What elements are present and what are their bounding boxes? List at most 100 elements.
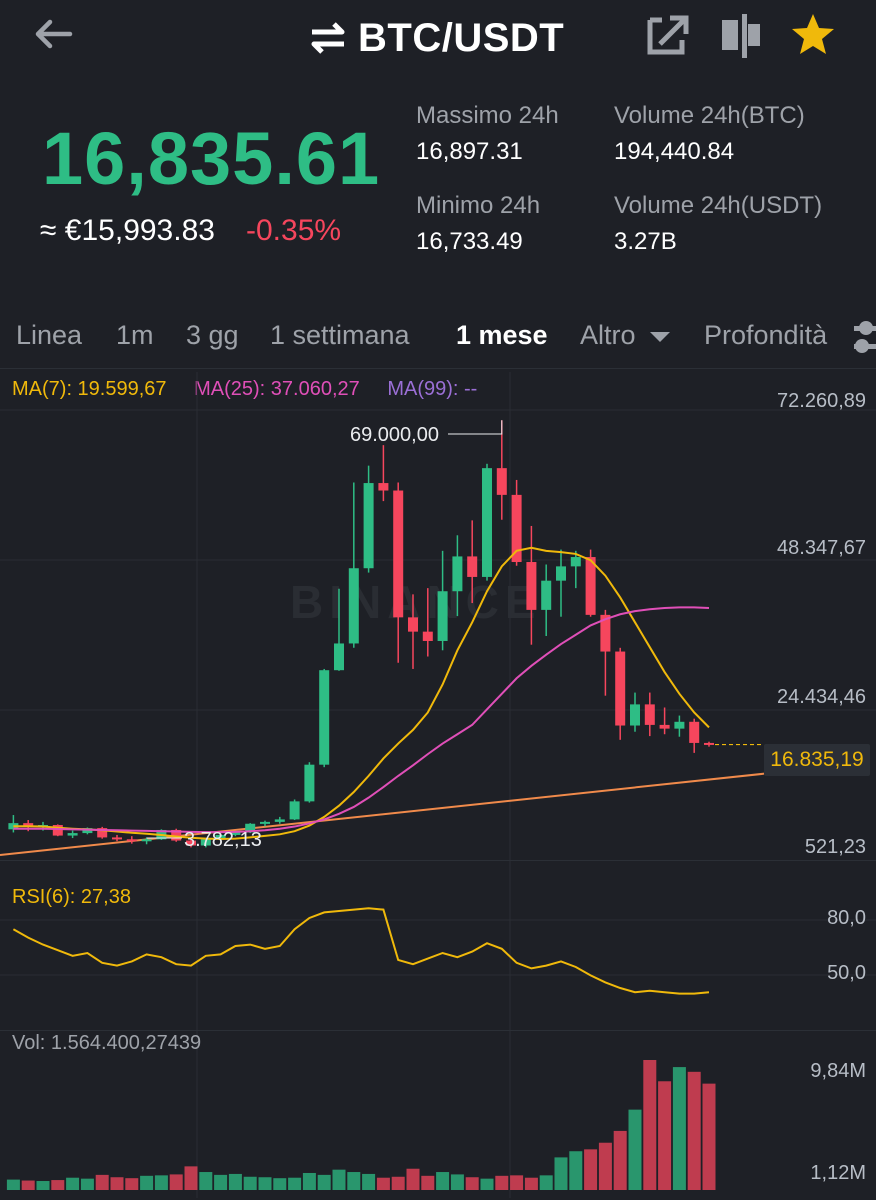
candle-body xyxy=(704,742,714,745)
candle-body xyxy=(511,494,522,563)
volume-bar xyxy=(36,1181,50,1190)
volume-bar xyxy=(584,1149,598,1190)
candle-body xyxy=(274,819,285,822)
volume-bar xyxy=(140,1175,154,1190)
candle-body xyxy=(659,724,670,729)
volume-bar xyxy=(613,1130,627,1190)
tab-3gg[interactable]: 3 gg xyxy=(186,320,239,350)
candle-body xyxy=(215,834,226,840)
ma-legend: MA(7): 19.599,67 MA(25): 37.060,27 MA(99… xyxy=(12,378,499,401)
tab-1m[interactable]: 1m xyxy=(116,320,154,350)
tab-altro-label: Altro xyxy=(580,320,636,350)
candle-body xyxy=(97,828,108,838)
volume-bar xyxy=(317,1174,331,1190)
candlestick-toggle-icon xyxy=(722,14,760,58)
pair-title: BTC/USDT xyxy=(358,15,565,60)
back-arrow-icon xyxy=(35,19,73,49)
candle-body xyxy=(230,832,241,835)
candle-body xyxy=(467,556,478,577)
fiat-price: ≈ €15,993.83 xyxy=(40,214,215,247)
volume-bar xyxy=(80,1178,94,1190)
volume-bar xyxy=(362,1173,376,1190)
candle-body xyxy=(393,490,404,618)
tabs-divider xyxy=(0,368,876,369)
volume-usdt-label: Volume 24h(USDT) xyxy=(614,192,823,219)
candle-body xyxy=(378,483,389,491)
candle-body xyxy=(600,614,611,652)
high-annotation: 69.000,00 xyxy=(350,424,439,446)
chart-style-button[interactable] xyxy=(716,10,766,60)
volume-bar xyxy=(524,1177,538,1190)
chevron-down-icon xyxy=(650,332,671,342)
candle-body xyxy=(245,823,256,833)
price-tick-1: 72.260,89 xyxy=(777,390,866,412)
candle-body xyxy=(304,764,315,802)
candle-body xyxy=(67,833,78,836)
candle-body xyxy=(186,840,196,846)
tab-1-mese[interactable]: 1 mese xyxy=(456,320,548,350)
candle-body xyxy=(496,468,507,495)
rsi-line xyxy=(12,907,710,995)
volume-bar xyxy=(658,1081,672,1190)
candle-body xyxy=(126,839,137,842)
price-tick-2: 48.347,67 xyxy=(777,537,866,559)
low-24h-label: Minimo 24h xyxy=(416,192,541,219)
candle-body xyxy=(289,801,300,820)
volume-bar xyxy=(406,1168,420,1190)
ma7-line xyxy=(13,546,710,840)
volume-bar xyxy=(21,1180,35,1190)
volume-bar xyxy=(199,1172,213,1190)
share-button[interactable] xyxy=(644,10,694,60)
volume-bar xyxy=(243,1176,257,1190)
volume-divider xyxy=(0,1030,876,1031)
last-price: 16,835.61 xyxy=(42,117,381,200)
price-tick-4: 521,23 xyxy=(804,836,866,858)
candle-body xyxy=(630,704,640,726)
candle-body xyxy=(674,721,685,729)
candle-body xyxy=(260,821,270,824)
candle-body xyxy=(452,556,463,592)
ma99-value: MA(99): -- xyxy=(387,378,478,400)
candle-body xyxy=(570,557,581,567)
volume-bar xyxy=(258,1177,272,1190)
price-tick-3: 24.434,46 xyxy=(777,686,866,708)
volume-bar xyxy=(302,1172,316,1190)
candle-body xyxy=(422,631,433,641)
volume-bar xyxy=(465,1177,479,1190)
candle-body xyxy=(585,557,596,615)
tab-linea[interactable]: Linea xyxy=(16,320,83,350)
high-leader-line xyxy=(448,420,503,435)
candle-body xyxy=(526,562,537,610)
candle-body xyxy=(348,568,359,644)
favorite-button[interactable] xyxy=(788,10,838,60)
candle-body xyxy=(171,829,182,841)
candle-body xyxy=(363,483,374,569)
volume-bar xyxy=(672,1067,686,1190)
volume-bar xyxy=(125,1178,139,1190)
rsi-legend: RSI(6): 27,38 xyxy=(12,886,131,908)
pair-selector[interactable]: BTC/USDT xyxy=(308,12,564,64)
interval-tabs: Linea 1m 3 gg 1 settimana 1 mese Altro P… xyxy=(0,314,876,360)
candle-body xyxy=(52,824,63,836)
tab-1-settimana[interactable]: 1 settimana xyxy=(270,320,410,350)
candle-body xyxy=(615,651,626,726)
share-icon xyxy=(647,15,689,55)
chart-settings-icon[interactable] xyxy=(850,318,876,358)
high-24h-value: 16,897.31 xyxy=(416,138,523,165)
candle-body xyxy=(200,839,211,846)
current-price-tag: 16.835,19 xyxy=(764,744,870,776)
back-button[interactable] xyxy=(30,12,86,56)
trend-line xyxy=(0,771,781,856)
volume-bar xyxy=(6,1179,20,1190)
candle-body xyxy=(334,643,344,671)
volume-bar xyxy=(480,1178,494,1190)
tab-altro[interactable]: Altro xyxy=(580,320,671,351)
tab-profondita[interactable]: Profondità xyxy=(704,320,828,350)
volume-bar xyxy=(628,1109,642,1190)
candle-body xyxy=(319,670,330,765)
candle-body xyxy=(437,591,448,641)
volume-bar xyxy=(598,1142,612,1190)
volume-bar xyxy=(436,1172,450,1190)
low-24h-value: 16,733.49 xyxy=(416,228,523,255)
